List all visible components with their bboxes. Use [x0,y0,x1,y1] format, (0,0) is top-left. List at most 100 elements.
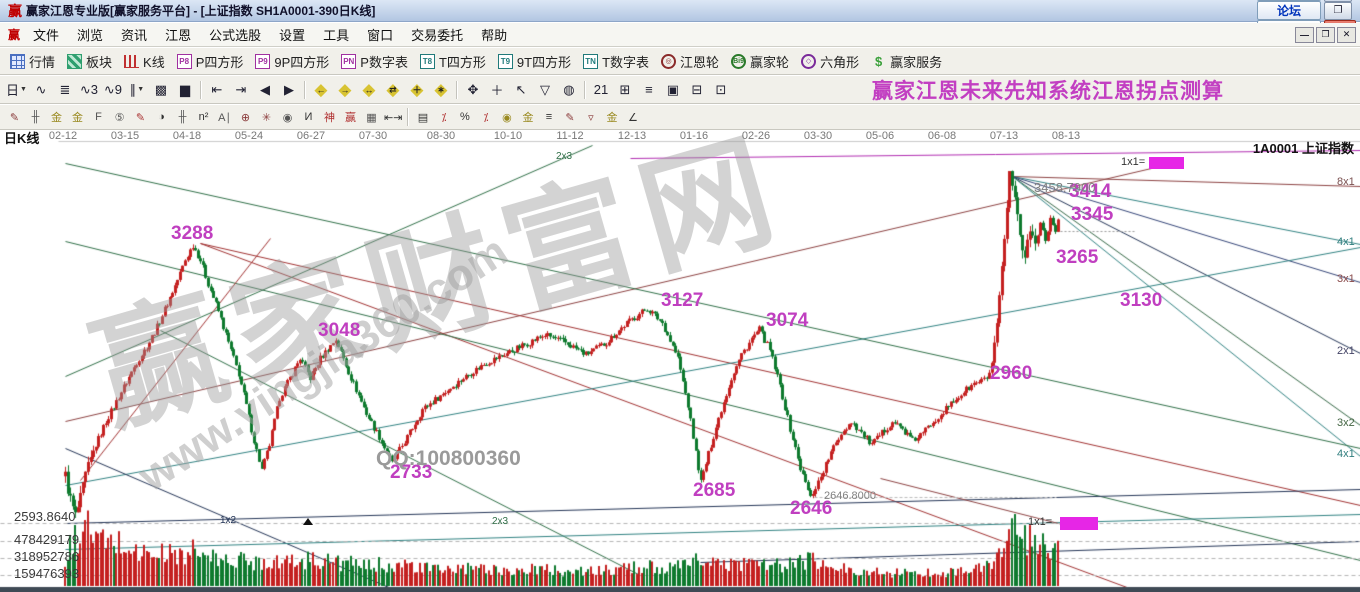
grid2-tool[interactable]: ╫ [178,111,187,123]
wave3-icon[interactable]: ∿3 [79,81,99,97]
calculator-button[interactable]: ⊞ [619,81,631,97]
color-chart-icon[interactable]: ▆ [179,81,190,97]
levels-tool[interactable]: ≡ [545,111,553,123]
child-restore-button[interactable]: ❐ [1316,26,1335,43]
winner-service-button[interactable]: $ 赢家服务 [865,51,948,72]
pan-hand-button[interactable]: ✥ [467,81,479,97]
gold-angle-tool[interactable]: 金 [606,112,618,124]
menu-item-江恩[interactable]: 江恩 [165,28,192,43]
p-table-button[interactable]: PN P数字表 [335,51,414,72]
sectors-button-label: 板块 [86,54,113,70]
sectors-button[interactable]: 板块 [61,51,118,72]
menu-item-设置[interactable]: 设置 [279,28,306,43]
gann-circle-tool[interactable]: ⊕ [240,111,251,124]
fibonacci-tool[interactable]: F [95,111,102,123]
shen-tool[interactable]: 神 [324,112,335,124]
menu-item-文件[interactable]: 文件 [33,28,60,43]
span-tool[interactable]: ⇤⇥ [384,111,403,124]
cycle-tool[interactable]: ◑ [158,111,165,123]
kline-chart-canvas[interactable] [0,130,1360,592]
pattern-icon[interactable]: ▩ [154,81,168,97]
angle-line-tool[interactable]: ∠ [628,111,638,124]
notes-button[interactable]: ≡ [645,82,653,97]
kline-button[interactable]: K线 [118,51,171,72]
five-tool[interactable]: ⑤ [114,111,125,124]
prev-button[interactable]: ◀ [259,81,270,97]
child-close-button[interactable]: ✕ [1337,26,1356,43]
menu-item-交易委托[interactable]: 交易委托 [411,28,464,43]
minimize-button[interactable]: ─ [1324,0,1352,2]
zigzag-icon[interactable]: ∿ [35,81,47,97]
gann-line-label-2x3: 2x3 [492,516,509,527]
text-tool[interactable]: A∣ [218,111,231,124]
gann-grid-tool[interactable]: ╫ [31,111,40,123]
period-day-dropdown[interactable]: 日 ▼ [6,83,27,98]
calendar-button[interactable]: 21 [593,82,609,97]
window-button[interactable]: ⊟ [691,81,703,97]
next-button[interactable]: ▶ [283,81,294,97]
menu-item-帮助[interactable]: 帮助 [481,28,508,43]
gann-star-tool[interactable]: ✳ [261,111,272,124]
select-button[interactable]: ↖ [515,81,527,97]
channel-tool[interactable]: ▿ [588,111,594,124]
percent2-tool[interactable]: ⁒ [483,111,489,124]
draw-brush-tool[interactable]: ✎ [565,111,575,124]
date-tick-02-26: 02-26 [741,130,771,142]
gann-1x1-value-box[interactable] [1149,157,1184,169]
net-grid-tool[interactable]: ▦ [366,111,377,124]
indicator-panel-tool[interactable]: ▤ [417,111,429,124]
toolbar-separator [583,80,586,99]
wave-mark-tool[interactable]: И [304,111,313,123]
gold-fan-b-tool[interactable]: 金 [72,112,83,124]
pen-tool[interactable]: ✎ [9,111,20,124]
diamond-expand-button[interactable]: ◆ ＋ [405,79,429,101]
target-tool[interactable]: ◉ [282,111,293,124]
diamond-all-button[interactable]: ◆ ∗ [429,79,453,101]
gann-1x1-value-box[interactable] [1060,517,1098,530]
menu-item-公式选股[interactable]: 公式选股 [209,28,262,43]
n-square-tool[interactable]: n² [198,111,209,123]
wave9-icon[interactable]: ∿9 [103,81,123,97]
last-page-button[interactable]: ⇥ [235,81,247,97]
quotes-button[interactable]: 行情 [4,51,61,72]
ying-tool[interactable]: 赢 [345,112,356,124]
gann-angle-label-2x1: 2x1 [1337,345,1355,357]
toolbar-separator [455,80,458,99]
save-button[interactable]: ▣ [666,81,680,97]
dropdown-caret-icon: ▼ [137,86,145,93]
brush-tool[interactable]: ✎ [135,111,146,124]
menu-item-资讯[interactable]: 资讯 [121,28,148,43]
gann-angle-label-4x1: 4x1 [1337,236,1355,248]
gold-circle-tool[interactable]: ◉ [502,111,512,124]
pivot-label-3048: 3048 [318,320,361,341]
child-minimize-button[interactable]: — [1295,26,1314,43]
t-table-button[interactable]: TN T数字表 [577,51,655,72]
candle-style-dropdown[interactable]: ∥ ▼ [129,81,145,97]
diamond-right-button[interactable]: ◆ → [333,79,357,101]
9p-square-button[interactable]: P9 9P四方形 [249,51,335,72]
first-page-button[interactable]: ⇤ [211,81,223,97]
hexagon-button[interactable]: ◇ 六角形 [795,51,865,72]
gold-fan-a-tool[interactable]: 金 [51,112,62,124]
论坛-button[interactable]: 论坛 [1257,1,1321,20]
doc-icon[interactable]: ≣ [59,81,71,97]
t-square-button[interactable]: T8 T四方形 [414,51,492,72]
menu-item-工具[interactable]: 工具 [323,28,350,43]
p-square-button[interactable]: P8 P四方形 [171,51,250,72]
crosshair-button[interactable]: ＋ [490,83,504,98]
menu-item-窗口[interactable]: 窗口 [367,28,394,43]
winner-wheel-button[interactable]: Bi9 赢家轮 [725,51,795,72]
menu-item-浏览[interactable]: 浏览 [77,28,104,43]
diamond-left-button[interactable]: ◆ ← [309,79,333,101]
flag-button[interactable]: ▽ [539,81,550,97]
print-button[interactable]: ⊡ [715,81,727,97]
diamond-hspan-button[interactable]: ◆ ↔ [357,79,381,101]
gold-line-tool[interactable]: 金 [522,112,534,124]
percent-line-tool[interactable]: ⁒ [441,111,447,124]
9t-square-button[interactable]: T9 9T四方形 [492,51,577,72]
network-button[interactable]: ◍ [563,81,575,97]
gann-wheel-button[interactable]: ◎ 江恩轮 [655,51,725,72]
percent-tool[interactable]: % [460,111,470,123]
diamond-swap-button[interactable]: ◆ ⇄ [381,79,405,101]
restore-button[interactable]: ❐ [1324,1,1352,20]
